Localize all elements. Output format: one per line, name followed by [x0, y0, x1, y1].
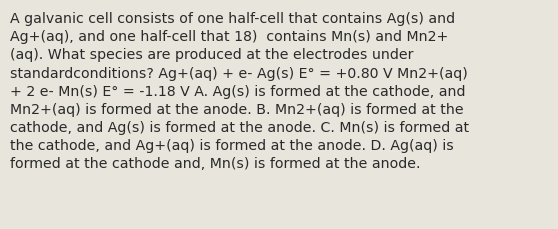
- Text: A galvanic cell consists of one half-cell that contains Ag(s) and
Ag+(aq), and o: A galvanic cell consists of one half-cel…: [10, 12, 469, 171]
